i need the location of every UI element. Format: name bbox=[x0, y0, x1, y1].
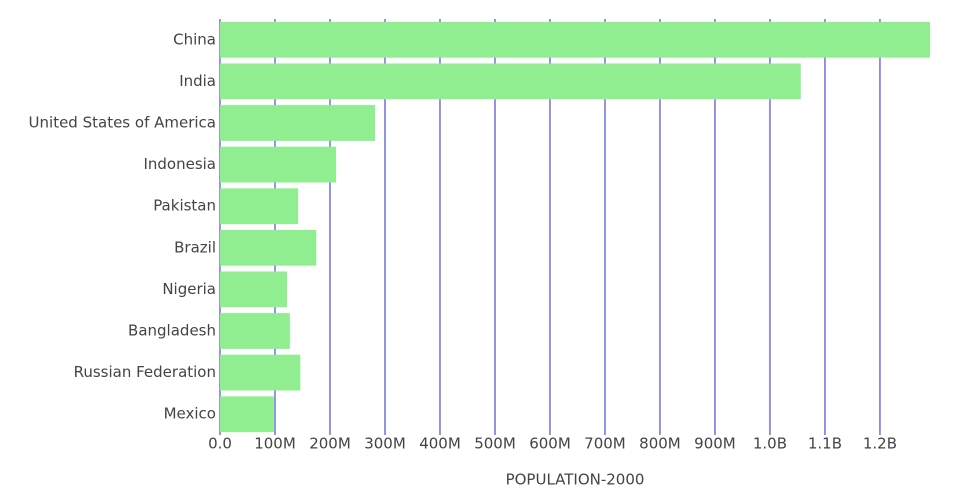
x-tick-label: 600M bbox=[529, 435, 571, 453]
bar bbox=[220, 63, 801, 100]
x-tick-label: 500M bbox=[474, 435, 516, 453]
bar bbox=[220, 396, 274, 433]
x-tick-label: 800M bbox=[639, 435, 681, 453]
x-tick-label: 1.0B bbox=[753, 435, 787, 453]
x-axis-title: POPULATION-2000 bbox=[506, 471, 645, 489]
y-tick-label: Pakistan bbox=[153, 197, 216, 215]
x-tick-label: 400M bbox=[419, 435, 461, 453]
x-tick-label: 900M bbox=[694, 435, 736, 453]
y-tick-label: United States of America bbox=[29, 114, 216, 132]
bar bbox=[220, 271, 288, 308]
x-tick-label: 700M bbox=[584, 435, 626, 453]
x-tick-label: 0.0 bbox=[208, 435, 232, 453]
bar bbox=[220, 146, 337, 183]
bar bbox=[220, 354, 301, 391]
x-tick-label: 1.2B bbox=[863, 435, 897, 453]
bar bbox=[220, 188, 299, 225]
y-tick-label: Russian Federation bbox=[74, 363, 216, 381]
y-tick-label: India bbox=[179, 72, 216, 90]
y-tick-label: Nigeria bbox=[162, 280, 216, 298]
y-tick-label: China bbox=[173, 30, 216, 48]
y-tick-label: Bangladesh bbox=[128, 322, 216, 340]
bar bbox=[220, 105, 376, 141]
y-tick-label: Mexico bbox=[164, 405, 216, 423]
x-tick-label: 1.1B bbox=[808, 435, 842, 453]
x-tick-label: 300M bbox=[364, 435, 406, 453]
bar bbox=[220, 229, 317, 266]
bar bbox=[220, 21, 930, 58]
x-tick-label: 200M bbox=[309, 435, 351, 453]
bar bbox=[220, 313, 290, 349]
y-tick-label: Indonesia bbox=[143, 155, 216, 173]
y-tick-label: Brazil bbox=[174, 238, 216, 256]
x-tick-label: 100M bbox=[254, 435, 296, 453]
